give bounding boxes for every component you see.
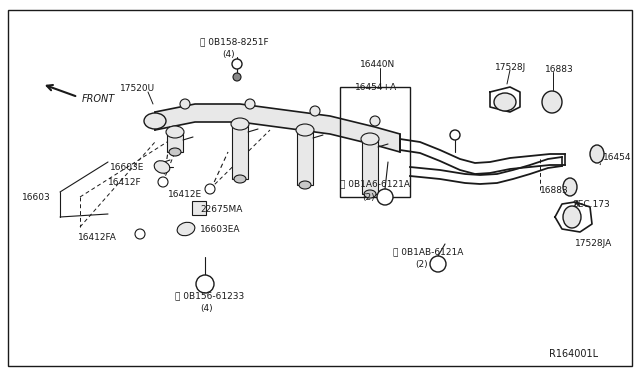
Circle shape [135, 229, 145, 239]
Circle shape [450, 130, 460, 140]
Ellipse shape [144, 113, 166, 129]
Ellipse shape [166, 126, 184, 138]
Circle shape [158, 177, 168, 187]
Ellipse shape [364, 190, 376, 198]
Circle shape [370, 116, 380, 126]
Text: Ⓑ 0B1A6-6121A: Ⓑ 0B1A6-6121A [340, 180, 410, 189]
Text: 16883: 16883 [540, 186, 569, 195]
Bar [232, 124, 248, 179]
Circle shape [180, 99, 190, 109]
Text: Ⓑ 0B156-61233: Ⓑ 0B156-61233 [175, 292, 244, 301]
Ellipse shape [563, 206, 581, 228]
Text: 17528J: 17528J [495, 62, 526, 71]
Ellipse shape [296, 124, 314, 136]
Ellipse shape [177, 222, 195, 236]
Text: 17528JA: 17528JA [575, 240, 612, 248]
Text: (4): (4) [222, 49, 235, 58]
Text: R164001L: R164001L [549, 349, 598, 359]
Polygon shape [155, 104, 400, 152]
Circle shape [377, 189, 393, 205]
Text: 16603EA: 16603EA [200, 224, 241, 234]
Ellipse shape [231, 118, 249, 130]
Bar [167, 132, 183, 152]
Bar [362, 139, 378, 194]
Ellipse shape [590, 145, 604, 163]
Text: 16454: 16454 [603, 153, 632, 161]
Text: 16412FA: 16412FA [78, 232, 117, 241]
Ellipse shape [234, 175, 246, 183]
Bar [297, 130, 313, 185]
Text: 22675MA: 22675MA [200, 205, 243, 214]
Ellipse shape [299, 181, 311, 189]
Text: 16454+A: 16454+A [355, 83, 397, 92]
Text: FRONT: FRONT [82, 94, 115, 104]
Ellipse shape [361, 133, 379, 145]
Circle shape [196, 275, 214, 293]
Text: 16603E: 16603E [110, 163, 145, 171]
Text: 16412F: 16412F [108, 177, 141, 186]
Bar [192, 201, 206, 215]
Text: (2): (2) [415, 260, 428, 269]
Circle shape [205, 184, 215, 194]
Text: SEC.173: SEC.173 [572, 199, 610, 208]
Text: 17520U: 17520U [120, 83, 155, 93]
Circle shape [310, 106, 320, 116]
Ellipse shape [542, 91, 562, 113]
Ellipse shape [563, 178, 577, 196]
Text: 16440N: 16440N [360, 60, 396, 68]
Text: Ⓑ 0B1AB-6121A: Ⓑ 0B1AB-6121A [393, 247, 463, 257]
Text: 16883: 16883 [545, 64, 573, 74]
Bar [340, 87, 410, 197]
Circle shape [430, 256, 446, 272]
Text: 16603: 16603 [22, 192, 51, 202]
Ellipse shape [169, 148, 181, 156]
Text: (4): (4) [200, 304, 212, 312]
Circle shape [233, 73, 241, 81]
Circle shape [232, 59, 242, 69]
Text: (2): (2) [362, 192, 374, 202]
Ellipse shape [494, 93, 516, 111]
Circle shape [245, 99, 255, 109]
Ellipse shape [154, 161, 170, 173]
Text: 16412E: 16412E [168, 189, 202, 199]
Text: Ⓑ 0B158-8251F: Ⓑ 0B158-8251F [200, 38, 269, 46]
